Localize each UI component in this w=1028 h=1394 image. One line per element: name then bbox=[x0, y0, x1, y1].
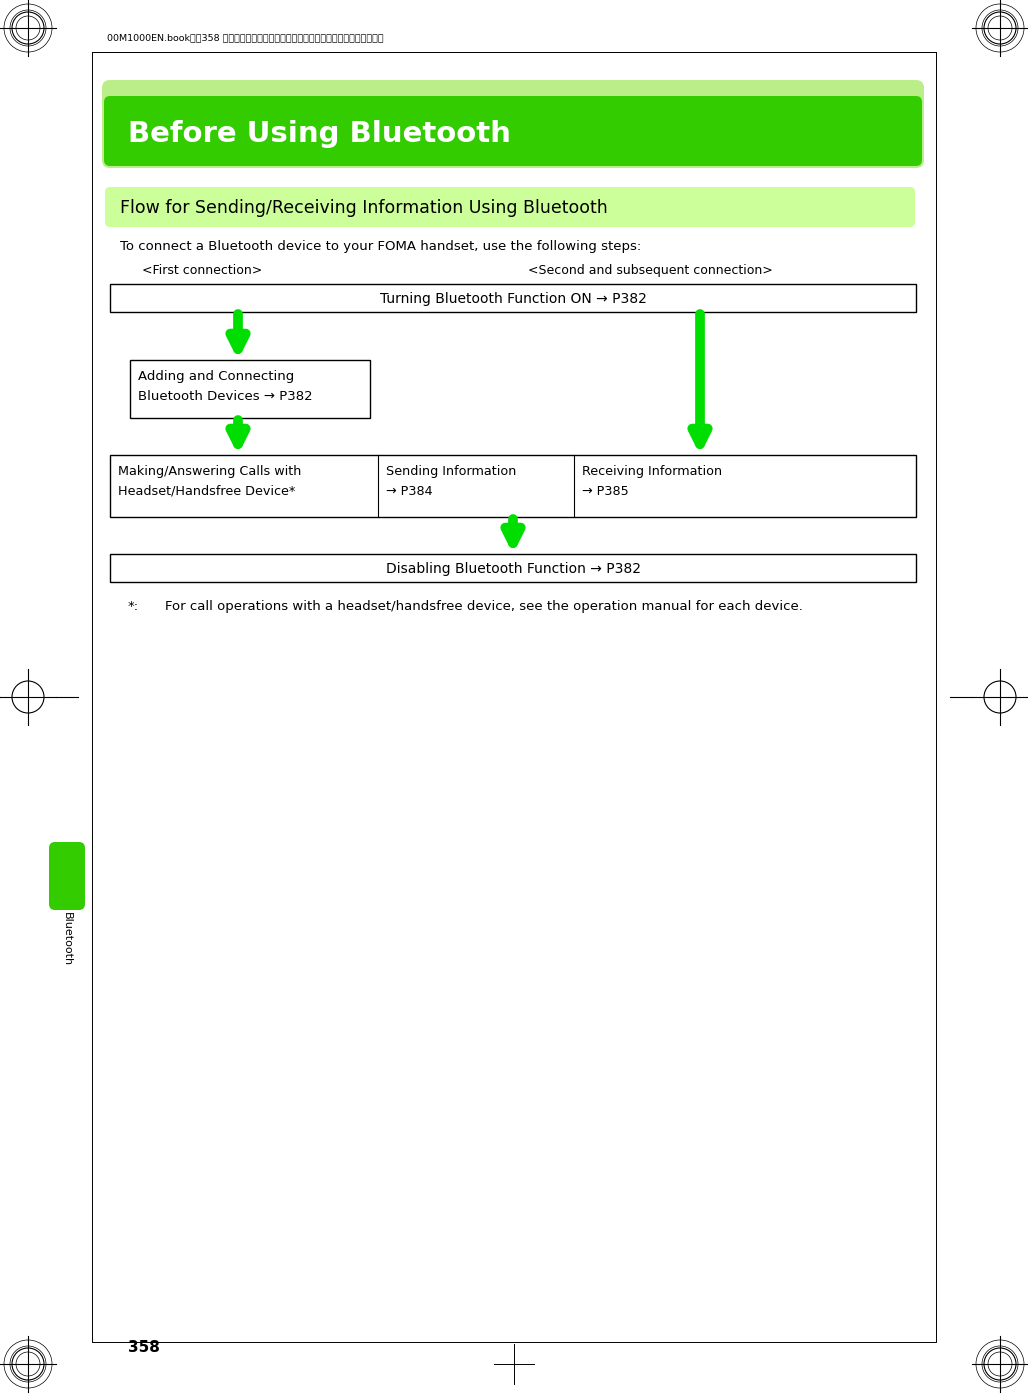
FancyBboxPatch shape bbox=[105, 187, 915, 227]
Text: Making/Answering Calls with: Making/Answering Calls with bbox=[118, 466, 301, 478]
Bar bbox=[130, 360, 370, 418]
Text: 00M1000EN.book　　358 ページ　　２００４年１１月２４日　水曜日　午前７晎５６分: 00M1000EN.book 358 ページ ２００４年１１月２４日 水曜日 午… bbox=[107, 33, 383, 42]
Text: <Second and subsequent connection>: <Second and subsequent connection> bbox=[528, 263, 773, 277]
Text: Adding and Connecting: Adding and Connecting bbox=[138, 369, 294, 383]
Text: Disabling Bluetooth Function → P382: Disabling Bluetooth Function → P382 bbox=[386, 562, 640, 576]
Text: To connect a Bluetooth device to your FOMA handset, use the following steps:: To connect a Bluetooth device to your FO… bbox=[120, 240, 641, 252]
Text: → P385: → P385 bbox=[582, 485, 629, 498]
Text: Headset/Handsfree Device*: Headset/Handsfree Device* bbox=[118, 485, 295, 498]
Text: Turning Bluetooth Function ON → P382: Turning Bluetooth Function ON → P382 bbox=[379, 291, 647, 307]
Text: → P384: → P384 bbox=[386, 485, 433, 498]
Text: Bluetooth Devices → P382: Bluetooth Devices → P382 bbox=[138, 390, 313, 403]
Text: <First connection>: <First connection> bbox=[142, 263, 262, 277]
Text: Sending Information: Sending Information bbox=[386, 466, 516, 478]
Text: 358: 358 bbox=[128, 1341, 160, 1355]
FancyBboxPatch shape bbox=[104, 96, 922, 166]
Text: Flow for Sending/Receiving Information Using Bluetooth: Flow for Sending/Receiving Information U… bbox=[120, 199, 608, 217]
Bar bbox=[110, 553, 916, 583]
Text: For call operations with a headset/handsfree device, see the operation manual fo: For call operations with a headset/hands… bbox=[148, 599, 803, 613]
FancyBboxPatch shape bbox=[102, 79, 924, 169]
Bar bbox=[110, 284, 916, 312]
Bar bbox=[110, 454, 916, 517]
Text: Receiving Information: Receiving Information bbox=[582, 466, 722, 478]
FancyBboxPatch shape bbox=[49, 842, 85, 910]
Text: Bluetooth: Bluetooth bbox=[62, 912, 72, 966]
Text: Before Using Bluetooth: Before Using Bluetooth bbox=[128, 120, 511, 148]
Text: *:: *: bbox=[128, 599, 139, 613]
